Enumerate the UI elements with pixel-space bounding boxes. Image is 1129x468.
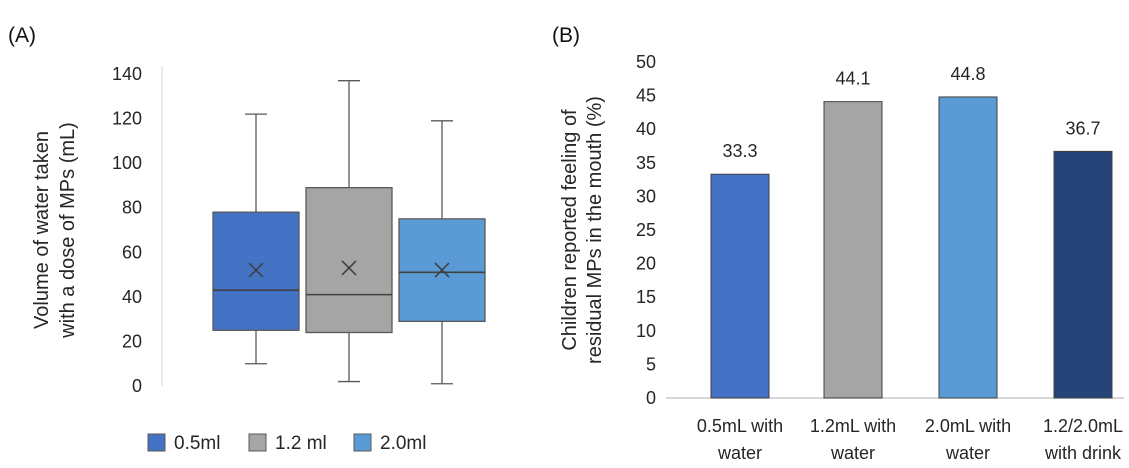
category-label: water: [945, 443, 990, 463]
y-tick-label: 100: [112, 153, 142, 173]
panel-b-category-labels: 0.5mL with water 1.2mL with water 2.0mL with…: [697, 416, 1123, 463]
mean-marker: [341, 260, 357, 276]
legend-label: 2.0ml: [380, 433, 426, 454]
y-tick-label: 20: [636, 254, 656, 274]
data-label: 44.1: [835, 69, 870, 89]
y-tick-label: 0: [132, 376, 142, 396]
box-1: [305, 80, 393, 383]
y-tick-label: 120: [112, 109, 142, 129]
panel-b-barchart: (B) 0 5 10 15 20 25 30 35 40 45 50 Children report…: [552, 24, 1124, 463]
category-label: water: [717, 443, 762, 463]
box-0: [212, 113, 300, 365]
y-axis-title-line: Children reported feeling of: [559, 109, 581, 351]
data-label: 36.7: [1065, 118, 1100, 138]
y-tick-label: 80: [122, 198, 142, 218]
category-label: 1.2/2.0mL: [1043, 416, 1123, 436]
legend-swatch: [147, 433, 166, 452]
y-tick-label: 15: [636, 287, 656, 307]
y-tick-label: 10: [636, 321, 656, 341]
data-label: 33.3: [722, 141, 757, 161]
y-axis-title-line: with a dose of MPs (mL): [57, 122, 79, 339]
panel-b-y-axis-title: Children reported feeling of residual MPs…: [559, 96, 606, 364]
panel-a-y-ticks: 0 20 40 60 80 100 120 140: [112, 64, 163, 396]
y-tick-label: 40: [122, 287, 142, 307]
panel-b-label: (B): [552, 24, 580, 47]
bar: [710, 173, 770, 399]
mean-marker: [434, 262, 450, 278]
panel-a-label: (A): [8, 24, 36, 47]
panel-b-bars: 33.3 44.1 44.8 36.7: [710, 64, 1113, 399]
y-tick-label: 20: [122, 331, 142, 351]
panel-a-boxes: [212, 80, 486, 385]
bar: [823, 101, 883, 399]
panel-a-boxplot: (A) 0 20 40 60 80 100 120 140 Volume of water t…: [8, 24, 486, 454]
y-tick-label: 25: [636, 220, 656, 240]
y-tick-label: 35: [636, 153, 656, 173]
mean-marker: [248, 262, 264, 278]
y-tick-label: 45: [636, 86, 656, 106]
legend-label: 0.5ml: [174, 433, 220, 454]
y-tick-label: 40: [636, 119, 656, 139]
y-axis-title-line: Volume of water taken: [31, 131, 53, 329]
legend-swatch: [248, 433, 267, 452]
bar: [938, 96, 998, 399]
category-label: 2.0mL with: [925, 416, 1011, 436]
box-body: [305, 187, 393, 334]
category-label: 1.2mL with: [810, 416, 896, 436]
category-label: 0.5mL with: [697, 416, 783, 436]
y-tick-label: 30: [636, 186, 656, 206]
y-tick-label: 60: [122, 242, 142, 262]
legend-swatch: [353, 433, 372, 452]
panel-a-legend: 0.5ml 1.2 ml 2.0ml: [147, 433, 426, 454]
y-axis-title-line: residual MPs in the mouth (%): [584, 96, 606, 364]
y-tick-label: 50: [636, 52, 656, 72]
y-tick-label: 140: [112, 64, 142, 84]
category-label: with drink: [1044, 443, 1122, 463]
panel-a-y-axis-title: Volume of water taken with a dose of MPs …: [31, 122, 79, 339]
box-2: [398, 120, 486, 385]
category-label: water: [830, 443, 875, 463]
data-label: 44.8: [950, 64, 985, 84]
bar: [1053, 150, 1113, 399]
y-tick-label: 0: [646, 388, 656, 408]
legend-label: 1.2 ml: [275, 433, 327, 454]
y-tick-label: 5: [646, 354, 656, 374]
